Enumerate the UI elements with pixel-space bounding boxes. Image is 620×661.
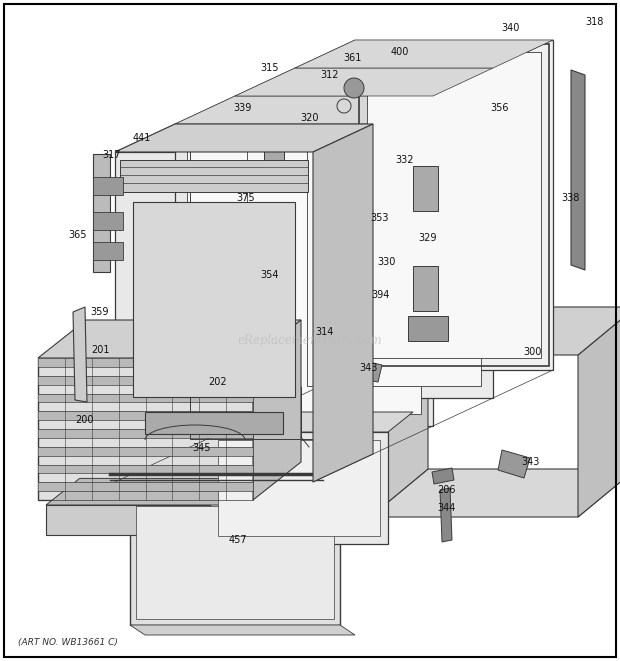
Text: 202: 202 <box>209 377 228 387</box>
Polygon shape <box>115 124 373 152</box>
Polygon shape <box>38 393 253 403</box>
Text: 330: 330 <box>377 257 395 267</box>
Text: 300: 300 <box>524 347 542 357</box>
Polygon shape <box>440 488 452 542</box>
Text: 345: 345 <box>193 443 211 453</box>
Text: 400: 400 <box>391 47 409 57</box>
Text: 365: 365 <box>69 230 87 240</box>
Text: 457: 457 <box>229 535 247 545</box>
Polygon shape <box>130 500 340 625</box>
Polygon shape <box>253 320 301 500</box>
Polygon shape <box>93 242 123 260</box>
Text: 343: 343 <box>521 457 539 467</box>
Polygon shape <box>370 307 428 517</box>
Text: eReplacementParts.com: eReplacementParts.com <box>237 334 383 347</box>
Polygon shape <box>38 375 253 385</box>
Polygon shape <box>235 96 433 426</box>
Polygon shape <box>145 412 283 434</box>
Polygon shape <box>235 68 493 96</box>
Text: 312: 312 <box>321 70 339 80</box>
Polygon shape <box>210 412 413 432</box>
Text: 314: 314 <box>316 327 334 337</box>
Polygon shape <box>46 479 278 505</box>
Polygon shape <box>115 152 313 482</box>
Polygon shape <box>370 307 620 355</box>
Polygon shape <box>93 154 110 272</box>
Polygon shape <box>498 450 530 478</box>
Polygon shape <box>358 360 382 382</box>
Text: 206: 206 <box>438 485 456 495</box>
Polygon shape <box>295 68 493 398</box>
Polygon shape <box>571 70 585 270</box>
Text: 317: 317 <box>103 150 122 160</box>
Text: 375: 375 <box>237 193 255 203</box>
Polygon shape <box>187 136 361 442</box>
Polygon shape <box>313 124 373 482</box>
Polygon shape <box>130 625 355 635</box>
Polygon shape <box>38 429 253 438</box>
Polygon shape <box>38 483 253 491</box>
Polygon shape <box>175 96 433 124</box>
Text: 394: 394 <box>371 290 389 300</box>
Text: 315: 315 <box>261 63 279 73</box>
Polygon shape <box>93 212 123 230</box>
Text: 356: 356 <box>491 103 509 113</box>
Polygon shape <box>38 320 301 358</box>
Polygon shape <box>247 108 421 414</box>
Polygon shape <box>210 432 388 544</box>
Text: 338: 338 <box>561 193 579 203</box>
Polygon shape <box>120 160 308 192</box>
Text: 329: 329 <box>418 233 437 243</box>
Text: 353: 353 <box>371 213 389 223</box>
Text: 318: 318 <box>585 17 603 27</box>
Polygon shape <box>133 202 295 397</box>
Text: 340: 340 <box>501 23 519 33</box>
Polygon shape <box>295 40 553 68</box>
Polygon shape <box>578 307 620 517</box>
Polygon shape <box>38 447 253 455</box>
Polygon shape <box>136 506 334 619</box>
Polygon shape <box>46 505 245 535</box>
Polygon shape <box>38 411 253 420</box>
Polygon shape <box>408 316 448 341</box>
Polygon shape <box>355 40 553 370</box>
Text: 354: 354 <box>261 270 279 280</box>
Text: 359: 359 <box>91 307 109 317</box>
Polygon shape <box>38 358 253 367</box>
Text: 344: 344 <box>438 503 456 513</box>
Polygon shape <box>432 468 454 484</box>
Text: 343: 343 <box>359 363 377 373</box>
Text: 201: 201 <box>91 345 109 355</box>
Polygon shape <box>413 266 438 311</box>
Text: 320: 320 <box>301 113 319 123</box>
Polygon shape <box>73 307 87 402</box>
Polygon shape <box>38 465 253 473</box>
Polygon shape <box>93 177 123 195</box>
Text: 441: 441 <box>133 133 151 143</box>
Polygon shape <box>175 124 373 454</box>
Polygon shape <box>307 80 481 386</box>
Text: 332: 332 <box>396 155 414 165</box>
Polygon shape <box>218 440 380 536</box>
Polygon shape <box>264 129 284 164</box>
Polygon shape <box>413 166 438 211</box>
Text: 200: 200 <box>76 415 94 425</box>
Polygon shape <box>367 52 541 358</box>
Text: 339: 339 <box>233 103 251 113</box>
Text: (ART NO. WB13661 C): (ART NO. WB13661 C) <box>18 639 118 648</box>
Text: 361: 361 <box>343 53 361 63</box>
Polygon shape <box>38 358 253 500</box>
Circle shape <box>344 78 364 98</box>
Polygon shape <box>370 469 620 517</box>
